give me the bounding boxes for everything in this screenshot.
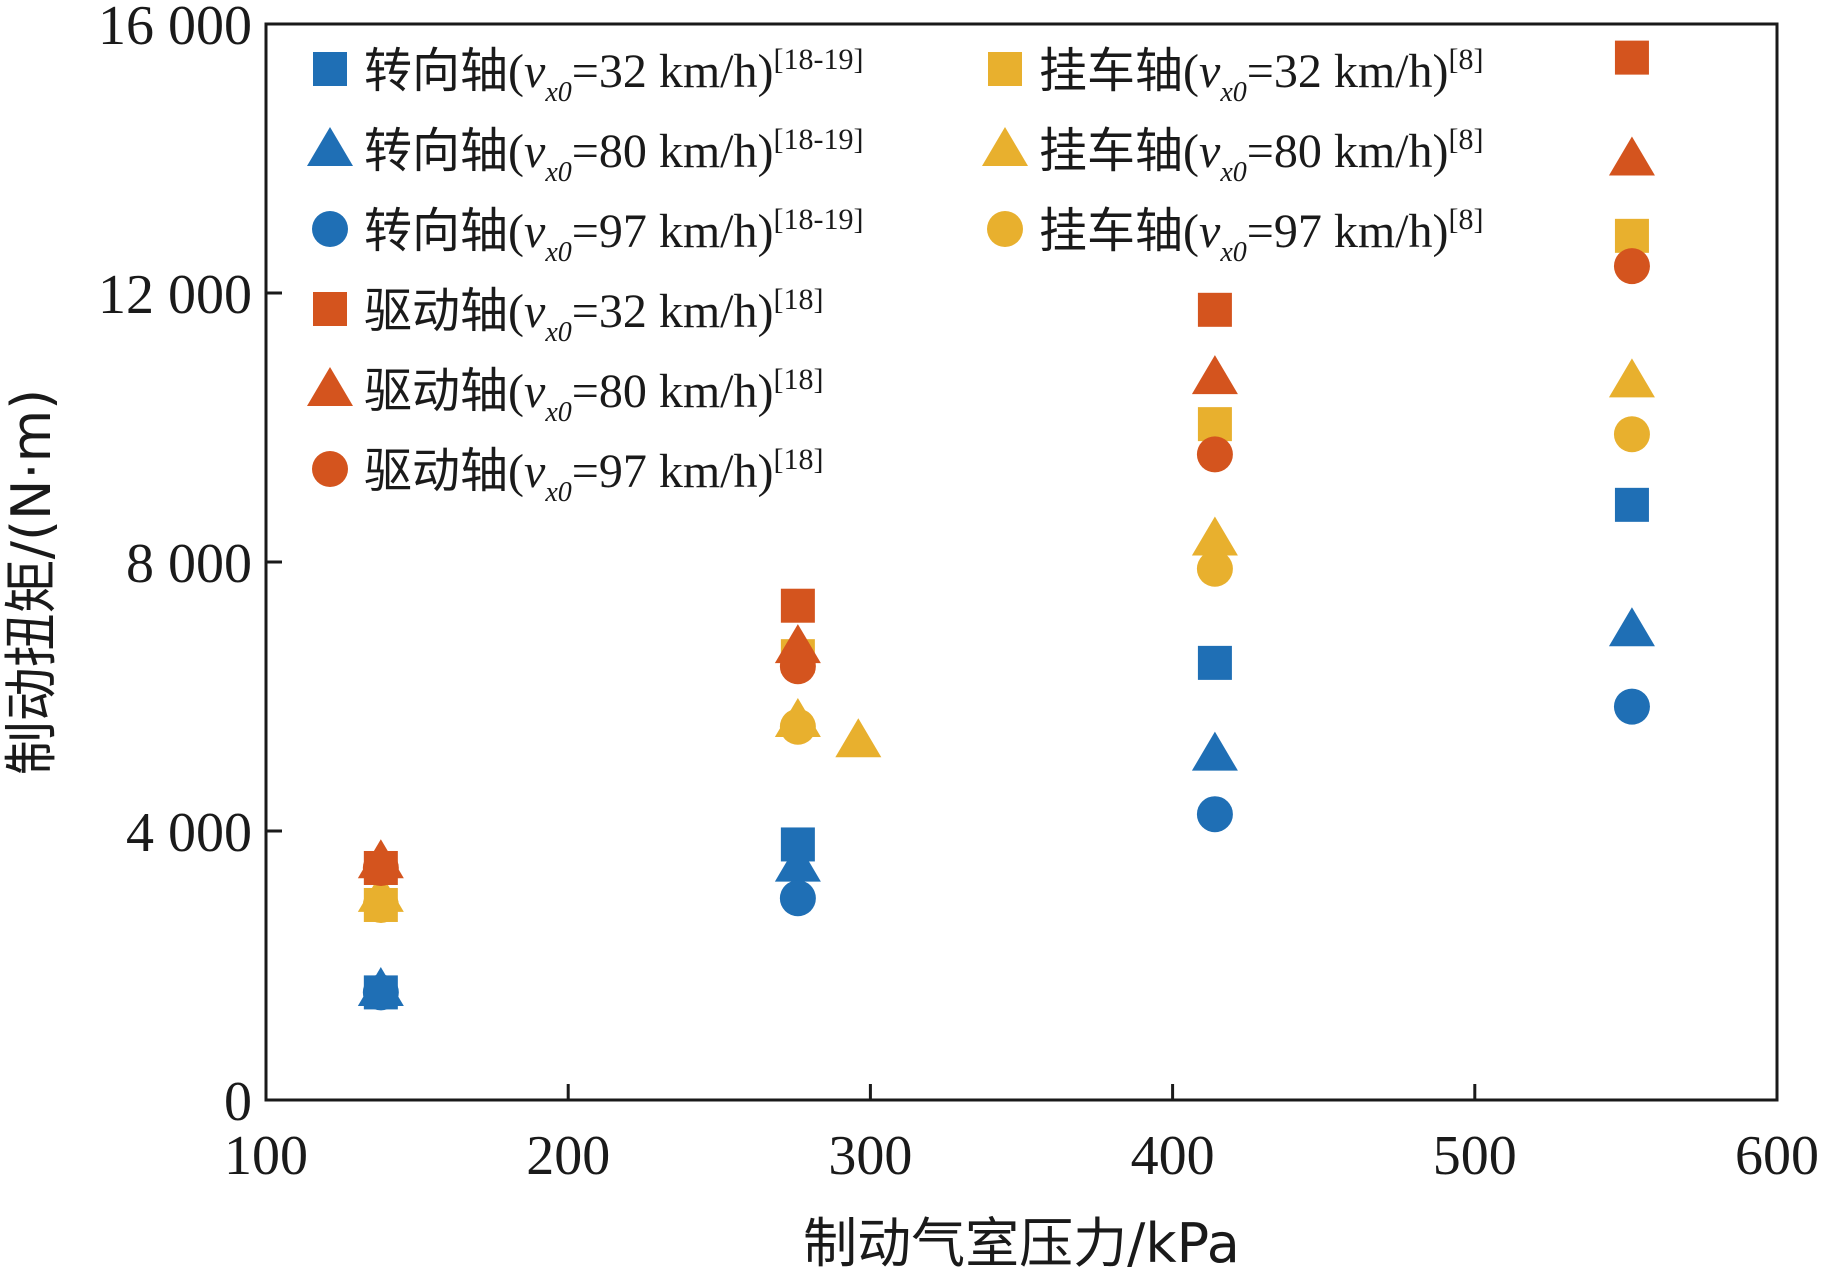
data-point-square xyxy=(1614,218,1649,253)
legend-label: 转向轴(vx0=32 km/h)[18-19] xyxy=(364,43,863,108)
x-axis-title: 制动气室压力/kPa xyxy=(803,1212,1240,1275)
legend-item: 转向轴(vx0=32 km/h)[18-19] xyxy=(313,43,863,108)
data-point-circle xyxy=(1196,796,1233,833)
data-point-square xyxy=(780,588,815,623)
data-point-circle xyxy=(1613,248,1650,285)
data-point-square xyxy=(1614,487,1649,522)
x-tick-label: 400 xyxy=(1131,1125,1215,1187)
y-axis-title: 制动扭矩/(N·m) xyxy=(0,389,63,776)
legend-label: 驱动轴(vx0=32 km/h)[18] xyxy=(364,283,823,348)
data-point-triangle xyxy=(1608,607,1655,647)
data-point-circle xyxy=(1196,550,1233,587)
legend-label: 驱动轴(vx0=80 km/h)[18] xyxy=(364,363,823,428)
data-point-square xyxy=(1197,292,1232,327)
plot-frame xyxy=(264,22,1779,1102)
legend-marker-circle xyxy=(312,451,348,487)
data-point-triangle xyxy=(1608,358,1655,398)
y-tick-label: 4 000 xyxy=(126,802,252,864)
data-point-circle xyxy=(362,974,399,1011)
data-point-circle xyxy=(362,849,399,886)
legend-label: 转向轴(vx0=97 km/h)[18-19] xyxy=(364,203,863,268)
legend-marker-triangle xyxy=(307,367,353,406)
data-point-circle xyxy=(779,880,816,917)
y-tick-label: 12 000 xyxy=(98,264,252,326)
data-markers xyxy=(357,40,1655,1011)
data-point-circle xyxy=(1613,688,1650,725)
data-point-square xyxy=(1614,40,1649,75)
y-tick-label: 8 000 xyxy=(126,533,252,595)
legend-marker-square xyxy=(988,52,1022,86)
plot-border xyxy=(264,22,1779,1102)
legend-marker-square xyxy=(313,292,347,326)
data-point-square xyxy=(1197,407,1232,442)
y-tick-label: 16 000 xyxy=(98,0,252,57)
legend-item: 挂车轴(vx0=32 km/h)[8] xyxy=(988,43,1483,108)
x-axis: 100 200 300 400 500 600 xyxy=(224,1084,1819,1187)
data-point-circle xyxy=(1613,416,1650,453)
data-point-circle xyxy=(362,886,399,923)
legend-item: 转向轴(vx0=80 km/h)[18-19] xyxy=(307,123,863,188)
data-point-circle xyxy=(779,708,816,745)
legend-marker-circle xyxy=(312,211,348,247)
legend-marker-triangle xyxy=(982,127,1028,166)
y-axis: 0 4 000 8 000 12 000 16 000 xyxy=(98,0,282,1133)
data-point-triangle xyxy=(1191,731,1238,771)
y-tick-label: 0 xyxy=(224,1071,252,1133)
legend-item: 驱动轴(vx0=97 km/h)[18] xyxy=(312,443,823,508)
x-tick-label: 500 xyxy=(1433,1125,1517,1187)
x-tick-label: 600 xyxy=(1735,1125,1819,1187)
legend-label: 转向轴(vx0=80 km/h)[18-19] xyxy=(364,123,863,188)
data-point-circle xyxy=(779,648,816,685)
legend-label: 挂车轴(vx0=97 km/h)[8] xyxy=(1039,203,1483,268)
data-point-circle xyxy=(1196,436,1233,473)
data-point-triangle xyxy=(774,842,821,882)
legend-label: 驱动轴(vx0=97 km/h)[18] xyxy=(364,443,823,508)
legend-item: 挂车轴(vx0=80 km/h)[8] xyxy=(982,123,1483,188)
legend-label: 挂车轴(vx0=80 km/h)[8] xyxy=(1039,123,1483,188)
legend-label: 挂车轴(vx0=32 km/h)[8] xyxy=(1039,43,1483,108)
data-point-triangle xyxy=(1608,136,1655,176)
legend: 转向轴(vx0=32 km/h)[18-19] 转向轴(vx0=80 km/h)[… xyxy=(307,43,1483,508)
x-tick-label: 200 xyxy=(526,1125,610,1187)
x-tick-label: 300 xyxy=(828,1125,912,1187)
x-tick-label: 100 xyxy=(224,1125,308,1187)
legend-item: 挂车轴(vx0=97 km/h)[8] xyxy=(987,203,1483,268)
legend-marker-circle xyxy=(987,211,1023,247)
legend-item: 驱动轴(vx0=32 km/h)[18] xyxy=(313,283,823,348)
legend-marker-square xyxy=(313,52,347,86)
legend-item: 驱动轴(vx0=80 km/h)[18] xyxy=(307,363,823,428)
legend-marker-triangle xyxy=(307,127,353,166)
legend-item: 转向轴(vx0=97 km/h)[18-19] xyxy=(312,203,863,268)
data-point-triangle xyxy=(1191,516,1238,556)
data-point-square xyxy=(1197,645,1232,680)
data-point-triangle xyxy=(1191,355,1238,395)
data-point-triangle xyxy=(835,718,882,758)
